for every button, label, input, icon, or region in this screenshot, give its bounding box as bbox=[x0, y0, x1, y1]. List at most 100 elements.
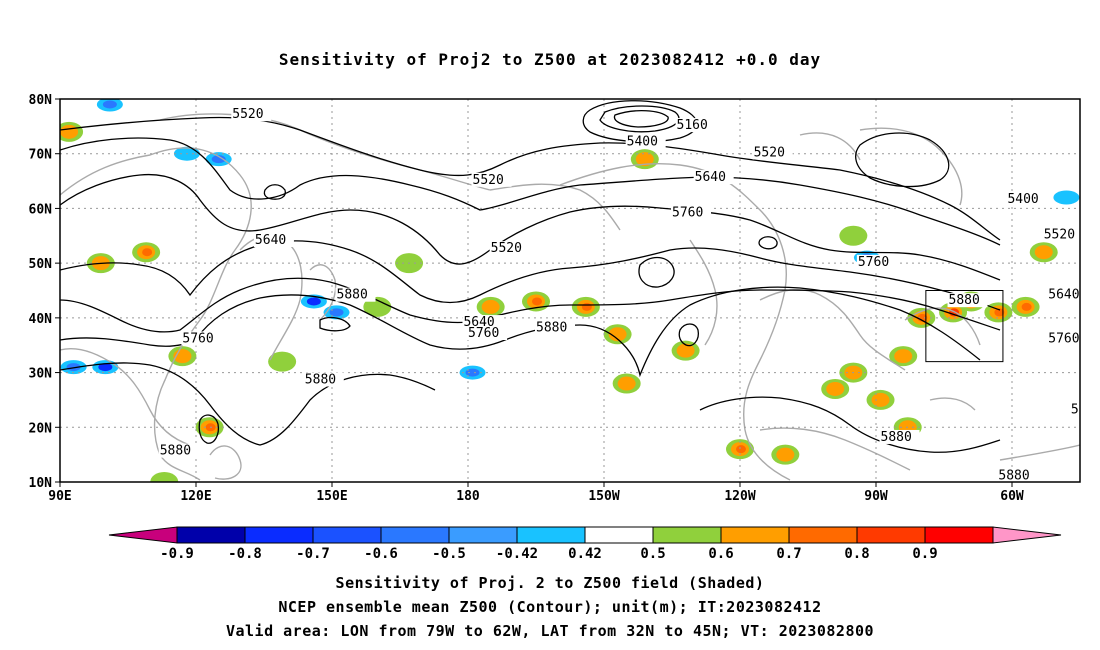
lon-tick-label: 90W bbox=[864, 489, 888, 504]
contour-label-bg bbox=[181, 331, 222, 346]
colorbar-segment bbox=[176, 526, 246, 544]
colorbar: -0.9 -0.8 -0.7 -0.6 -0.5 -0.42 0.42 0.5 0.6 0.7 0.… bbox=[108, 526, 1062, 562]
contour-label-bg bbox=[462, 315, 503, 330]
caption-line-2: NCEP ensemble mean Z500 (Contour); unit(… bbox=[278, 598, 822, 616]
contour-label: 5760 bbox=[182, 331, 213, 346]
sensitivity-patch bbox=[839, 225, 868, 246]
negative-sensitivity-patch bbox=[323, 305, 350, 320]
colorbar-segment bbox=[244, 526, 314, 544]
contour-label-bg bbox=[675, 118, 716, 133]
colorbar-arrow-high bbox=[992, 526, 1062, 544]
colorbar-segment bbox=[924, 526, 994, 544]
colorbar-label: -0.6 bbox=[364, 546, 398, 562]
sensitivity-patch bbox=[150, 472, 179, 482]
contour-label: 5760 bbox=[468, 326, 499, 341]
contour-label-bg bbox=[1042, 227, 1080, 242]
contour-label-bg bbox=[471, 172, 512, 187]
colorbar-segment bbox=[516, 526, 586, 544]
sensitivity-patch bbox=[476, 296, 505, 317]
colorbar-label: -0.8 bbox=[228, 546, 262, 562]
contour-label-bg bbox=[158, 443, 199, 458]
negative-sensitivity-patch bbox=[205, 152, 232, 167]
contour-label-bg bbox=[1047, 287, 1080, 302]
sensitivity-patch bbox=[1011, 296, 1040, 317]
contour-label: 5640 bbox=[695, 170, 726, 185]
contour-label-bg bbox=[1006, 191, 1047, 206]
contour-label-bg bbox=[1069, 402, 1080, 417]
sensitivity-patch bbox=[522, 291, 550, 312]
colorbar-label: 0.8 bbox=[844, 546, 869, 562]
contour-label: 5760 bbox=[672, 206, 703, 221]
contour-label: 5880 bbox=[998, 468, 1029, 483]
contour-label-bg bbox=[693, 170, 734, 185]
colorbar-label: -0.9 bbox=[160, 546, 194, 562]
negative-sensitivity-patch bbox=[1053, 190, 1080, 205]
contour-label: 5880 bbox=[949, 293, 980, 308]
sensitivity-patch bbox=[726, 439, 754, 460]
colorbar-label: -0.42 bbox=[496, 546, 538, 562]
contour-label: 5880 bbox=[160, 444, 191, 459]
lon-tick-label: 180 bbox=[456, 489, 480, 504]
lat-tick-label: 30N bbox=[29, 367, 53, 382]
contour-label: 5400 bbox=[1007, 192, 1038, 207]
contour-label: 5760 bbox=[858, 255, 889, 270]
lat-tick-label: 20N bbox=[29, 421, 53, 436]
map-frame bbox=[59, 98, 1081, 483]
contour-label: 5520 bbox=[491, 241, 522, 256]
sensitivity-patch bbox=[603, 324, 632, 345]
colorbar-segment bbox=[380, 526, 450, 544]
contour-label-bg bbox=[467, 326, 507, 341]
contour-label: 5880 bbox=[305, 373, 336, 388]
sensitivity-patch bbox=[771, 444, 800, 465]
colorbar-label: 0.7 bbox=[776, 546, 801, 562]
contour-label: 5640 bbox=[255, 233, 286, 248]
lon-tick-label: 90E bbox=[48, 489, 71, 504]
lat-tick-label: 50N bbox=[29, 257, 53, 272]
contour-label-bg bbox=[535, 320, 575, 335]
lat-tick-label: 70N bbox=[29, 148, 53, 163]
caption-line-3: Valid area: LON from 79W to 62W, LAT fro… bbox=[225, 622, 875, 640]
figure-title: Sensitivity of Proj2 to Z500 at 20230824… bbox=[278, 50, 822, 69]
colorbar-segment bbox=[312, 526, 382, 544]
contour-label: 5880 bbox=[536, 321, 567, 336]
contour-label: 5760 bbox=[1048, 331, 1079, 346]
contour-label-bg bbox=[671, 205, 711, 220]
contour-label-bg bbox=[253, 232, 294, 247]
sensitivity-patch bbox=[630, 149, 659, 170]
contour-label-bg bbox=[1047, 331, 1080, 346]
lon-tick-label: 150E bbox=[316, 489, 347, 504]
contour-label-bg bbox=[879, 429, 920, 444]
z500-contours bbox=[60, 100, 1001, 453]
sensitivity-patch bbox=[1029, 242, 1058, 263]
contour-label: 5880 bbox=[337, 288, 368, 303]
colorbar-segment bbox=[788, 526, 858, 544]
negative-sensitivity-patch bbox=[459, 365, 486, 380]
colorbar-segment bbox=[856, 526, 926, 544]
colorbar-label: 0.9 bbox=[912, 546, 937, 562]
contour-label-bg bbox=[335, 287, 376, 302]
colorbar-label: -0.5 bbox=[432, 546, 466, 562]
lon-tick-label: 150W bbox=[588, 489, 619, 504]
contour-label-bg bbox=[856, 254, 897, 269]
lat-tick-label: 60N bbox=[29, 202, 53, 217]
contour-label: 5880 bbox=[1071, 403, 1100, 418]
contour-label: 5160 bbox=[677, 118, 708, 133]
lon-tick-label: 120E bbox=[180, 489, 211, 504]
colorbar-segment bbox=[652, 526, 722, 544]
lon-tick-label: 120W bbox=[724, 489, 755, 504]
contour-label: 5400 bbox=[627, 135, 658, 150]
contour-label: 5520 bbox=[754, 145, 785, 160]
colorbar-label: 0.5 bbox=[640, 546, 665, 562]
sensitivity-patch bbox=[571, 296, 600, 317]
contour-label-bg bbox=[303, 372, 344, 387]
colorbar-label: 0.6 bbox=[708, 546, 733, 562]
sensitivity-patch bbox=[821, 378, 850, 399]
sensitivity-patch bbox=[60, 121, 84, 142]
sensitivity-patch bbox=[889, 346, 918, 367]
sensitivity-patch bbox=[132, 242, 161, 263]
graticule bbox=[60, 99, 1080, 482]
sensitivity-patch bbox=[363, 296, 392, 317]
contour-label: 5640 bbox=[1048, 288, 1079, 303]
contour-label-bg bbox=[231, 107, 272, 122]
